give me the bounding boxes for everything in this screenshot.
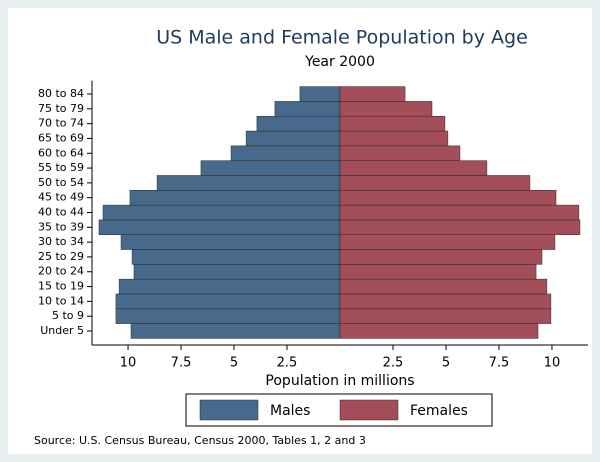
bar: [339, 115, 446, 132]
bar: [274, 101, 341, 117]
y-tick-label: Under 5: [40, 324, 84, 337]
y-tick-label: 10 to 14: [38, 294, 84, 307]
y-tick-label: 70 to 74: [38, 117, 84, 130]
bar: [339, 219, 581, 235]
x-tick-label: 10: [544, 356, 561, 371]
bar: [299, 86, 341, 102]
y-tick-label: 20 to 24: [38, 265, 84, 278]
bar: [133, 264, 341, 280]
legend-swatch: [339, 399, 399, 421]
bar: [339, 101, 433, 117]
bar: [131, 249, 341, 265]
y-tick-label: 60 to 64: [38, 146, 84, 159]
x-tick-label: 7.5: [489, 356, 510, 371]
bar: [339, 308, 552, 324]
y-tick-label: 45 to 49: [38, 191, 84, 204]
x-axis-label: Population in millions: [265, 373, 414, 389]
bar: [339, 130, 449, 147]
bar: [339, 264, 537, 280]
y-tick-label: 75 to 79: [38, 102, 84, 115]
bar: [245, 130, 341, 147]
y-tick-label: 30 to 34: [38, 235, 84, 248]
bar: [339, 323, 539, 339]
y-tick-label: 5 to 9: [52, 309, 84, 322]
bar: [339, 293, 552, 310]
x-tick-label: 2.5: [277, 356, 298, 371]
bar: [156, 175, 341, 191]
bar: [256, 115, 341, 132]
y-tick-label: 35 to 39: [38, 220, 84, 233]
bar: [102, 204, 341, 221]
bar: [339, 278, 548, 295]
bar: [339, 234, 556, 250]
bar: [339, 204, 580, 221]
bar: [120, 234, 341, 250]
x-tick-label: 7.5: [171, 356, 192, 371]
y-tick-label: 65 to 69: [38, 131, 84, 144]
bar: [339, 145, 461, 161]
bar: [130, 323, 341, 339]
x-tick-label: 5: [230, 356, 238, 371]
bar: [339, 249, 543, 265]
bar: [115, 293, 341, 310]
y-tick-label: 40 to 44: [38, 206, 84, 219]
bar: [129, 190, 341, 206]
x-tick-label: 5: [442, 356, 450, 371]
bar: [339, 190, 557, 206]
y-tick-label: 55 to 59: [38, 161, 84, 174]
bar: [339, 160, 488, 176]
y-tick-label: 50 to 54: [38, 176, 84, 189]
y-tick-label: 15 to 19: [38, 280, 84, 293]
bar: [339, 175, 531, 191]
legend-label: Females: [410, 403, 468, 419]
legend-label: Males: [270, 403, 310, 419]
legend-swatch: [199, 399, 259, 421]
source-note: Source: U.S. Census Bureau, Census 2000,…: [34, 434, 366, 447]
y-tick-label: 80 to 84: [38, 87, 84, 100]
y-tick-label: 25 to 29: [38, 250, 84, 263]
chart-title: US Male and Female Population by Age: [156, 27, 528, 49]
chart-subtitle: Year 2000: [304, 54, 375, 70]
bar: [98, 219, 341, 235]
x-tick-label: 2.5: [383, 356, 404, 371]
bar: [230, 145, 341, 161]
bar: [200, 160, 341, 176]
bar: [339, 86, 406, 102]
bar: [118, 278, 341, 295]
bar: [115, 308, 341, 324]
x-tick-label: 10: [120, 356, 137, 371]
